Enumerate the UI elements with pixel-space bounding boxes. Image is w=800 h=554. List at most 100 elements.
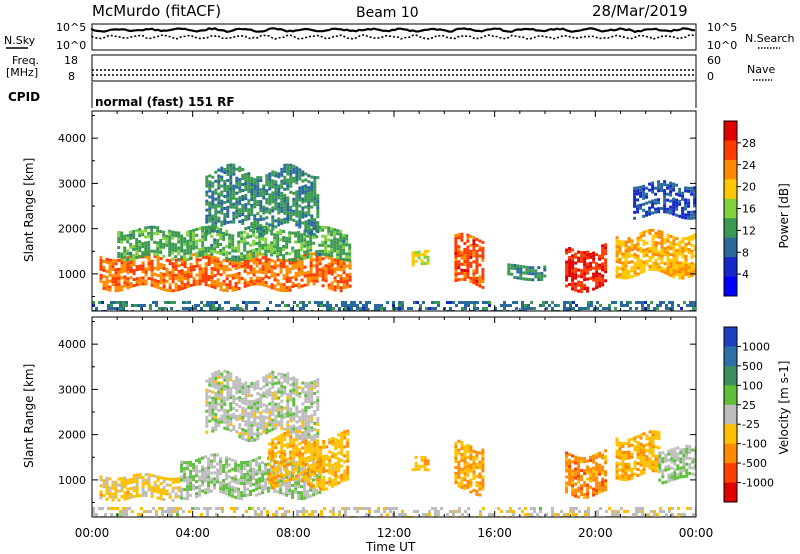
power-cell bbox=[220, 208, 224, 212]
power-cell bbox=[345, 276, 349, 280]
velocity-cell bbox=[454, 442, 458, 445]
power-cell bbox=[243, 266, 247, 270]
velocity-cell bbox=[271, 376, 275, 380]
power-cell bbox=[615, 266, 619, 270]
power-cell bbox=[654, 262, 658, 265]
power-cell bbox=[672, 212, 676, 216]
velocity-cell bbox=[231, 494, 235, 498]
power-cell bbox=[648, 209, 652, 213]
velocity-cell bbox=[240, 464, 244, 468]
power-cell bbox=[138, 243, 142, 247]
power-cell bbox=[310, 214, 314, 218]
velocity-cell bbox=[195, 459, 199, 463]
power-cell bbox=[654, 232, 658, 235]
power-cell bbox=[316, 224, 320, 228]
power-cell bbox=[256, 188, 260, 192]
power-cell bbox=[129, 242, 133, 246]
velocity-cell bbox=[636, 441, 640, 444]
power-cell bbox=[645, 201, 649, 205]
power-cell bbox=[129, 245, 133, 249]
power-cell bbox=[208, 186, 212, 190]
power-cell bbox=[420, 262, 424, 266]
velocity-cell bbox=[577, 456, 581, 460]
power-cell bbox=[162, 245, 166, 249]
power-cell bbox=[267, 228, 271, 232]
power-cell bbox=[472, 242, 476, 246]
power-cell bbox=[519, 267, 523, 271]
power-cell bbox=[449, 307, 452, 310]
power-cell bbox=[595, 271, 599, 275]
power-cell bbox=[252, 254, 256, 258]
power-cell bbox=[219, 228, 223, 231]
velocity-cell bbox=[135, 494, 139, 498]
power-cell bbox=[226, 190, 230, 194]
power-cell bbox=[213, 259, 217, 263]
power-cell bbox=[454, 249, 458, 252]
velocity-cell bbox=[241, 386, 245, 389]
velocity-cell bbox=[243, 494, 247, 498]
power-cell bbox=[627, 255, 631, 259]
power-cell bbox=[174, 261, 178, 265]
velocity-cell bbox=[295, 438, 299, 442]
velocity-cell bbox=[117, 489, 121, 493]
power-cell bbox=[270, 241, 274, 245]
power-cell bbox=[232, 190, 236, 194]
velocity-cell bbox=[286, 408, 290, 412]
velocity-cell bbox=[313, 392, 317, 395]
power-cell bbox=[219, 264, 223, 268]
velocity-cell bbox=[289, 453, 293, 457]
power-cell bbox=[681, 255, 685, 259]
power-cell bbox=[300, 284, 304, 288]
power-cell bbox=[345, 285, 349, 289]
velocity-cell bbox=[481, 469, 485, 473]
beam-title: Beam 10 bbox=[356, 5, 419, 21]
power-cell bbox=[168, 244, 172, 248]
power-cell bbox=[180, 246, 184, 250]
power-cell bbox=[687, 204, 691, 208]
velocity-cell bbox=[198, 475, 202, 479]
velocity-cell bbox=[316, 484, 320, 488]
velocity-cell bbox=[249, 463, 253, 466]
velocity-cell bbox=[621, 454, 625, 457]
velocity-cell bbox=[214, 398, 218, 401]
velocity-cell bbox=[213, 453, 217, 457]
power-cell bbox=[672, 275, 676, 279]
velocity-cell bbox=[271, 427, 275, 431]
velocity-cell bbox=[250, 400, 254, 404]
power-cell bbox=[113, 307, 116, 310]
power-cell bbox=[574, 255, 578, 259]
power-cell bbox=[309, 276, 313, 280]
velocity-cell bbox=[292, 447, 296, 451]
power-cell bbox=[598, 257, 602, 261]
velocity-cell bbox=[589, 476, 593, 480]
power-cell bbox=[279, 247, 283, 251]
power-cell bbox=[253, 178, 257, 182]
velocity-cell bbox=[313, 486, 317, 490]
power-cell bbox=[205, 193, 209, 197]
velocity-cell bbox=[457, 460, 461, 464]
velocity-cell bbox=[667, 476, 671, 480]
power-cell bbox=[615, 275, 619, 279]
power-cell bbox=[633, 195, 637, 199]
power-cell bbox=[669, 211, 673, 215]
velocity-cell bbox=[306, 471, 310, 475]
velocity-cell bbox=[292, 385, 296, 389]
power-cell bbox=[122, 304, 125, 307]
velocity-cell bbox=[223, 384, 227, 388]
power-cell bbox=[211, 217, 215, 221]
power-cell bbox=[198, 258, 202, 262]
power-cell bbox=[324, 279, 328, 283]
power-cell bbox=[217, 210, 221, 214]
power-cell bbox=[583, 254, 587, 258]
power-region bbox=[205, 163, 320, 237]
power-cell bbox=[114, 283, 118, 287]
power-cell bbox=[222, 282, 226, 286]
velocity-cell bbox=[642, 462, 646, 466]
velocity-cell bbox=[279, 470, 283, 474]
power-cell bbox=[265, 207, 269, 211]
velocity-cell bbox=[565, 466, 569, 470]
power-cell bbox=[629, 307, 632, 310]
power-cell bbox=[565, 263, 569, 267]
velocity-cell bbox=[568, 474, 572, 477]
power-cell bbox=[264, 246, 268, 250]
